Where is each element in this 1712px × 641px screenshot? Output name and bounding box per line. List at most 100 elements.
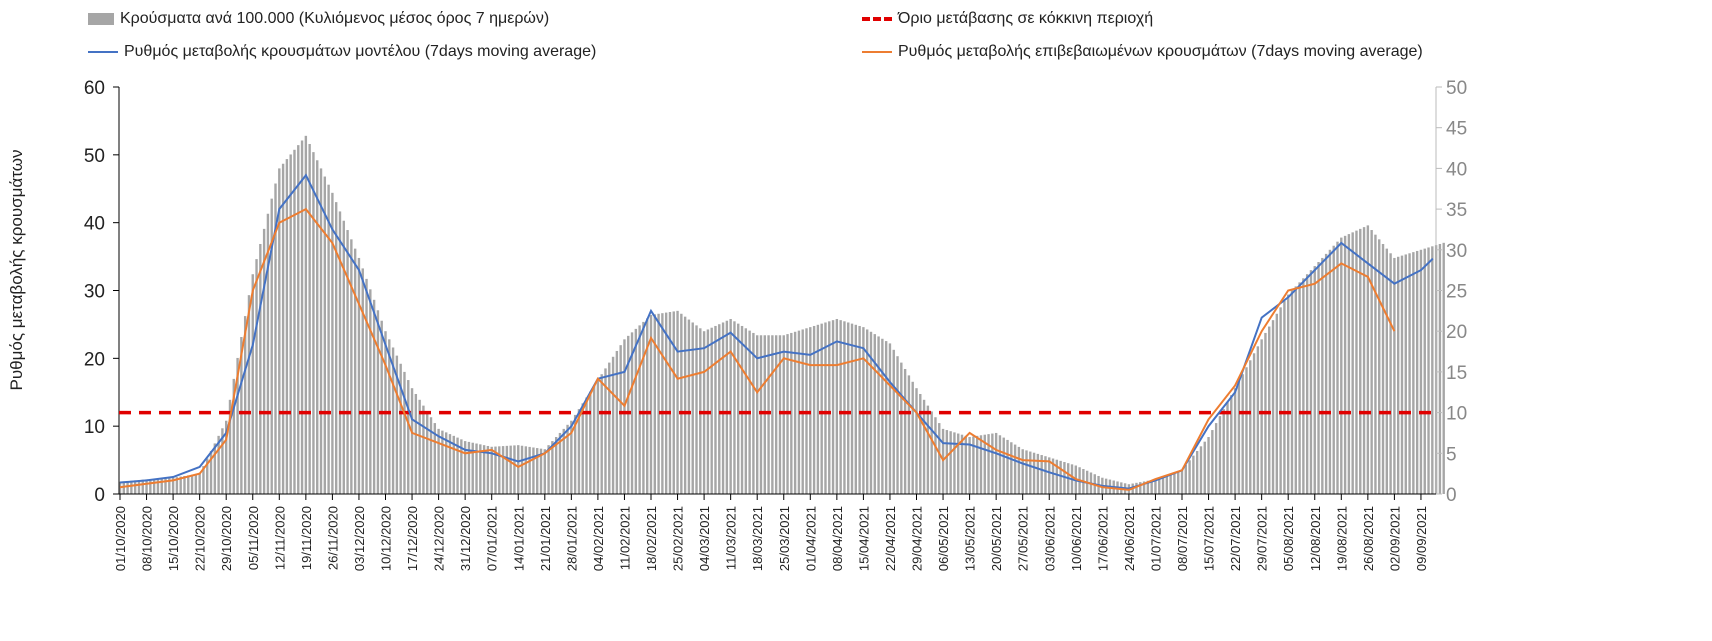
bar — [353, 248, 357, 494]
x-tick-label: 14/01/2021 — [511, 506, 526, 571]
x-tick-label: 22/10/2020 — [193, 506, 208, 571]
bar — [456, 437, 459, 494]
bar — [334, 202, 338, 494]
bar — [1302, 278, 1305, 494]
x-tick-label: 26/11/2020 — [325, 506, 340, 570]
bar — [369, 289, 372, 494]
bar — [854, 324, 858, 494]
bar — [338, 211, 342, 494]
bar — [646, 318, 649, 494]
bar — [1427, 247, 1430, 494]
bar — [160, 478, 163, 494]
bar — [812, 325, 816, 494]
x-tick-label: 28/01/2021 — [564, 506, 579, 571]
bar — [247, 295, 251, 494]
bar — [1188, 460, 1191, 494]
bar — [221, 428, 224, 494]
bar — [763, 335, 766, 494]
bar — [346, 230, 349, 494]
bar — [1355, 230, 1358, 494]
bar — [444, 432, 448, 494]
bar — [797, 330, 801, 494]
bar — [1051, 458, 1055, 494]
bar — [171, 477, 175, 494]
bar — [126, 481, 129, 494]
y-tick-label-left: 40 — [84, 214, 105, 235]
bar — [1438, 243, 1442, 494]
bar — [949, 431, 952, 494]
bar — [498, 446, 501, 494]
bar — [475, 443, 478, 494]
bar — [1211, 430, 1214, 494]
bar — [190, 474, 194, 494]
bar — [479, 444, 482, 494]
bar — [365, 278, 368, 494]
bar — [1180, 469, 1184, 494]
bar — [1146, 480, 1150, 494]
x-tick-label: 29/04/2021 — [910, 506, 925, 571]
bar — [259, 243, 262, 494]
bar — [816, 324, 820, 494]
bar — [957, 433, 960, 494]
bar — [1245, 367, 1248, 494]
bar — [1218, 416, 1222, 494]
bar — [1161, 476, 1165, 494]
bar — [532, 447, 535, 494]
bar — [285, 159, 289, 494]
bar — [293, 149, 296, 494]
legend-bars: Κρούσματα ανά 100.000 (Κυλιόμενος μέσος … — [88, 10, 549, 28]
bar — [691, 322, 694, 494]
bar — [319, 168, 323, 494]
bar — [1431, 246, 1434, 494]
bar — [843, 321, 846, 494]
bar — [907, 375, 911, 494]
x-tick-label: 04/03/2021 — [697, 506, 712, 571]
bar — [627, 335, 630, 494]
bar — [721, 322, 725, 494]
bar — [1029, 451, 1032, 494]
bar — [945, 430, 949, 494]
bar — [1340, 237, 1343, 494]
bar — [141, 479, 144, 494]
bar — [471, 442, 474, 494]
bar — [676, 310, 679, 494]
bar — [585, 397, 588, 494]
bar — [1252, 353, 1256, 494]
bar — [1419, 249, 1423, 494]
x-tick-label: 07/01/2021 — [485, 506, 500, 571]
bar — [1393, 257, 1396, 494]
bar — [608, 362, 611, 494]
x-tick-label: 08/07/2021 — [1175, 506, 1190, 571]
bar — [372, 299, 376, 494]
legend-confirmed-label: Ρυθμός μεταβολής επιβεβαιωμένων κρουσμάτ… — [898, 43, 1423, 60]
bar — [1347, 234, 1351, 494]
x-tick-label: 25/03/2021 — [777, 506, 792, 571]
bar — [513, 445, 516, 494]
bar — [517, 445, 520, 494]
bar — [168, 477, 171, 494]
bar — [975, 435, 979, 494]
x-tick-label: 12/11/2020 — [272, 506, 287, 570]
bar — [494, 446, 497, 494]
bar-series — [118, 135, 1445, 495]
x-tick-label: 18/02/2021 — [644, 506, 659, 571]
bar — [596, 380, 600, 494]
bar — [133, 480, 137, 494]
x-tick-label: 09/09/2021 — [1414, 506, 1429, 571]
bar — [661, 313, 664, 494]
bar — [634, 328, 638, 494]
bar — [835, 318, 839, 494]
y-tick-label-right: 35 — [1446, 200, 1467, 221]
bar — [1222, 409, 1225, 494]
x-tick-label: 17/06/2021 — [1095, 506, 1110, 571]
x-tick-label: 01/07/2021 — [1148, 506, 1163, 571]
bar — [213, 443, 217, 494]
bar — [551, 441, 554, 494]
bar — [407, 380, 410, 494]
bar — [1396, 256, 1400, 494]
y-tick-label-right: 15 — [1446, 363, 1467, 384]
bar — [198, 473, 201, 494]
bar — [1139, 482, 1142, 494]
bar — [410, 388, 414, 494]
bar — [1169, 473, 1172, 494]
